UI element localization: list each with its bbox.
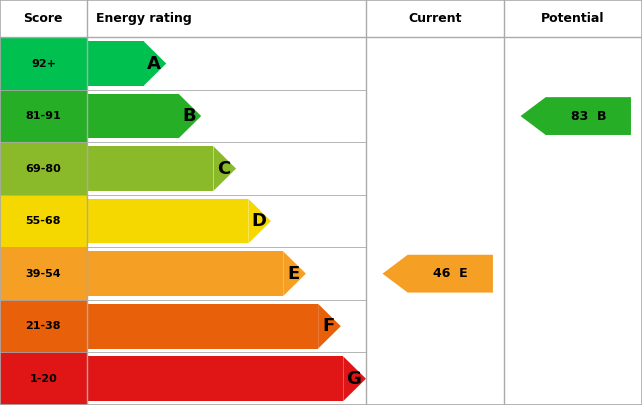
Text: Score: Score <box>24 12 63 25</box>
Bar <box>87 146 213 191</box>
Bar <box>0 247 87 300</box>
Polygon shape <box>521 97 631 135</box>
Polygon shape <box>213 146 236 191</box>
Polygon shape <box>343 356 366 401</box>
Bar <box>87 304 318 349</box>
Text: E: E <box>288 264 300 283</box>
Bar <box>87 252 283 296</box>
Text: 83  B: 83 B <box>571 110 606 123</box>
Bar <box>0 195 87 247</box>
Polygon shape <box>383 255 493 292</box>
Text: 1-20: 1-20 <box>30 374 57 384</box>
Bar <box>0 142 87 195</box>
Bar <box>0 0 642 37</box>
Text: C: C <box>217 160 230 178</box>
Text: Energy rating: Energy rating <box>96 12 192 25</box>
Text: 21-38: 21-38 <box>26 321 61 331</box>
Text: B: B <box>182 107 196 125</box>
Text: Current: Current <box>408 12 462 25</box>
Bar <box>0 352 87 405</box>
Bar <box>0 37 87 90</box>
Text: A: A <box>147 55 160 72</box>
Text: 46  E: 46 E <box>433 267 467 280</box>
Text: G: G <box>346 370 361 388</box>
Polygon shape <box>318 304 341 349</box>
Bar <box>0 90 87 142</box>
Polygon shape <box>248 199 271 243</box>
Polygon shape <box>144 41 166 86</box>
Text: F: F <box>322 317 334 335</box>
Text: D: D <box>251 212 266 230</box>
Text: 39-54: 39-54 <box>26 269 61 279</box>
Text: 81-91: 81-91 <box>26 111 61 121</box>
Bar <box>87 41 144 86</box>
Text: 69-80: 69-80 <box>26 164 61 174</box>
Text: 92+: 92+ <box>31 59 56 68</box>
Text: Potential: Potential <box>541 12 605 25</box>
Polygon shape <box>283 252 306 296</box>
Polygon shape <box>178 94 201 139</box>
Bar <box>87 94 178 139</box>
Bar <box>87 199 248 243</box>
Bar <box>87 356 343 401</box>
Text: 55-68: 55-68 <box>26 216 61 226</box>
Bar <box>0 300 87 352</box>
